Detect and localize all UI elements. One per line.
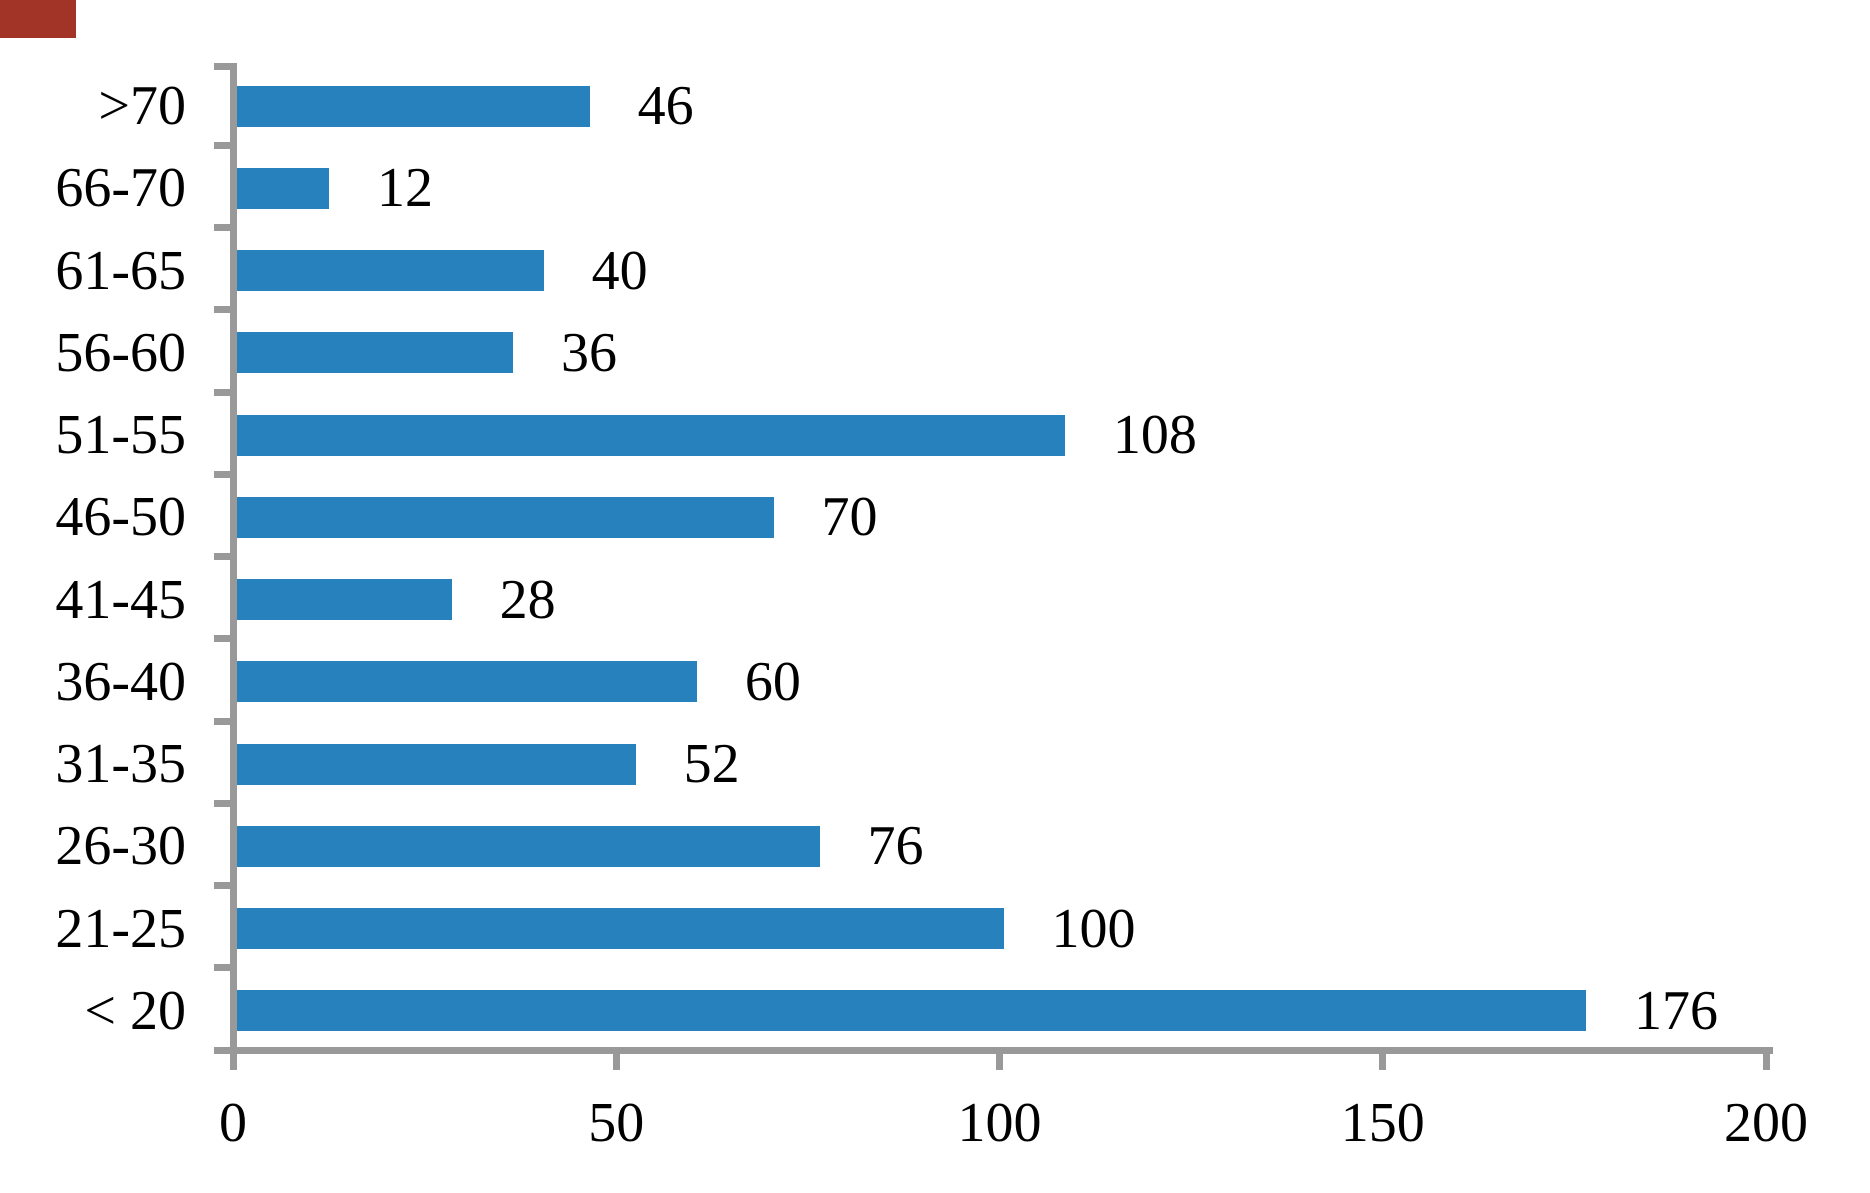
category-label: 51-55 <box>55 404 186 467</box>
x-axis-tick-label: 200 <box>1724 1092 1808 1154</box>
x-axis-tick <box>996 1054 1003 1070</box>
bar <box>237 496 774 538</box>
x-axis-line <box>230 1047 1773 1054</box>
value-label: 100 <box>1051 897 1136 960</box>
value-label: 176 <box>1634 979 1719 1042</box>
x-axis-tick <box>229 1054 237 1070</box>
bar <box>237 743 636 785</box>
x-axis-tick-label: 50 <box>588 1092 645 1154</box>
value-label: 40 <box>591 239 648 302</box>
y-axis-tick <box>214 224 230 231</box>
category-label: 36-40 <box>55 650 186 713</box>
category-label: < 20 <box>84 979 186 1042</box>
bar <box>237 332 513 374</box>
y-axis-tick <box>214 63 230 70</box>
category-label: 26-30 <box>55 815 186 878</box>
category-label: 31-35 <box>55 733 186 796</box>
y-axis-tick <box>214 635 230 643</box>
value-label: 60 <box>744 650 801 713</box>
y-axis-tick <box>214 470 230 478</box>
bar <box>237 908 1004 950</box>
x-axis-tick-label: 0 <box>219 1092 247 1154</box>
value-label: 108 <box>1112 404 1197 467</box>
category-label: >70 <box>98 75 186 138</box>
x-axis-tick-label: 150 <box>1340 1092 1425 1154</box>
value-label: 70 <box>821 486 878 549</box>
y-axis-tick <box>214 799 230 807</box>
y-axis-tick <box>214 388 230 396</box>
y-axis-tick <box>214 964 230 972</box>
bar <box>237 825 820 867</box>
x-axis-tick-label: 100 <box>957 1092 1042 1154</box>
bar <box>237 85 590 127</box>
bar <box>237 990 1587 1032</box>
bar <box>237 414 1065 456</box>
x-axis-tick <box>1762 1054 1770 1070</box>
y-axis-line <box>230 63 237 1054</box>
y-axis-tick <box>214 141 230 149</box>
bar <box>237 661 697 703</box>
bar <box>237 250 544 292</box>
category-label: 56-60 <box>55 321 186 384</box>
x-axis-tick <box>612 1054 620 1070</box>
value-label: 28 <box>499 568 556 631</box>
y-axis-tick <box>214 553 230 560</box>
corner-marker <box>0 0 76 38</box>
y-axis-tick <box>214 306 230 314</box>
bar <box>237 579 452 621</box>
value-label: 76 <box>867 815 924 878</box>
value-label: 46 <box>637 75 694 138</box>
category-label: 61-65 <box>55 239 186 302</box>
x-axis-tick <box>1379 1054 1387 1070</box>
category-label: 66-70 <box>55 157 186 220</box>
category-label: 41-45 <box>55 568 186 631</box>
y-axis-tick <box>214 1046 230 1054</box>
y-axis-tick <box>214 717 230 725</box>
y-axis-tick <box>214 882 230 889</box>
bar <box>237 167 329 209</box>
value-label: 52 <box>683 733 740 796</box>
category-label: 21-25 <box>55 897 186 960</box>
category-label: 46-50 <box>55 486 186 549</box>
value-label: 36 <box>560 321 617 384</box>
value-label: 12 <box>376 157 433 220</box>
